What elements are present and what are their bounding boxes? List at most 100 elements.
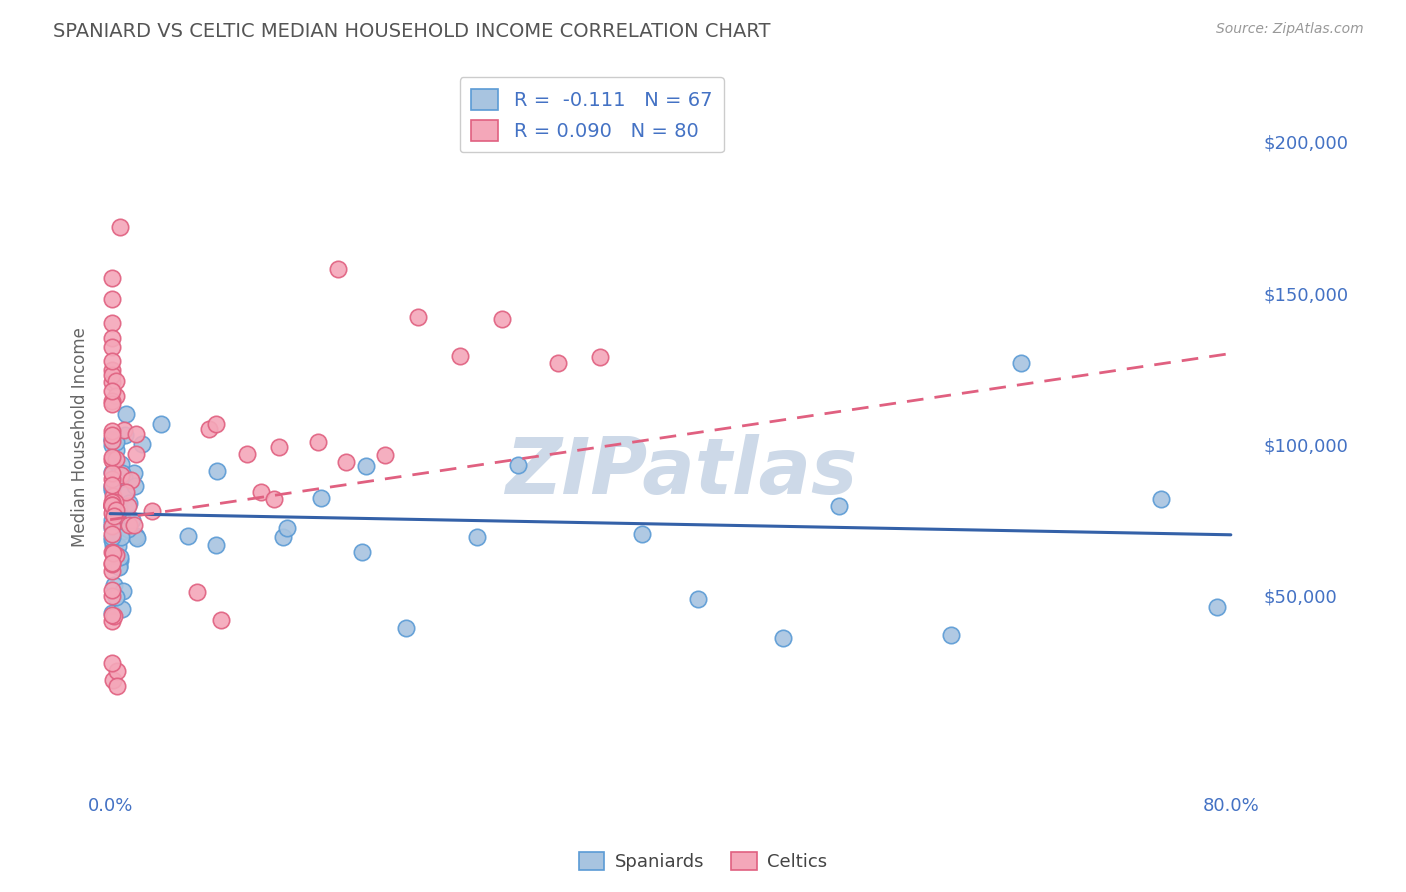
Point [114,428,136,442]
Point [125,447,148,461]
Point [108,549,131,564]
Point [100,582,122,597]
Point [101,489,124,503]
Point [276,521,298,535]
Point [307,435,329,450]
Point [631,527,654,541]
Point [100,614,122,628]
Point [100,606,122,620]
Point [350,545,373,559]
Point [111,601,134,615]
Point [205,464,228,478]
Point [100,589,122,603]
Point [236,447,259,461]
Y-axis label: Median Household Income: Median Household Income [72,326,89,547]
Point [100,331,122,345]
Text: SPANIARD VS CELTIC MEDIAN HOUSEHOLD INCOME CORRELATION CHART: SPANIARD VS CELTIC MEDIAN HOUSEHOLD INCO… [53,22,770,41]
Point [101,506,124,520]
Point [100,354,122,368]
Point [105,443,128,458]
Point [127,531,149,545]
Point [103,540,125,554]
Point [103,609,125,624]
Point [267,440,290,454]
Point [100,530,122,544]
Point [105,548,128,562]
Point [104,451,127,466]
Point [111,583,134,598]
Point [108,558,131,573]
Point [100,316,122,330]
Point [124,479,146,493]
Point [547,356,569,370]
Point [100,556,122,570]
Point [100,518,122,533]
Point [209,613,232,627]
Point [100,506,122,520]
Point [100,513,122,527]
Point [112,423,135,437]
Point [205,417,228,432]
Point [103,497,125,511]
Point [101,673,124,687]
Point [100,656,122,670]
Point [772,631,794,645]
Point [101,393,124,408]
Point [408,310,430,324]
Point [100,495,122,509]
Point [100,292,122,306]
Point [101,516,124,531]
Point [104,591,127,605]
Point [100,397,122,411]
Point [112,469,135,483]
Point [100,433,122,447]
Point [100,452,122,467]
Point [125,529,148,543]
Point [100,384,122,398]
Point [100,466,122,480]
Point [1205,600,1227,615]
Point [100,375,122,389]
Point [100,363,122,377]
Point [107,540,129,554]
Point [198,421,221,435]
Point [108,553,131,567]
Point [100,478,122,492]
Point [1150,491,1173,506]
Point [101,607,124,622]
Point [114,484,136,499]
Point [100,499,122,513]
Legend: R =  -0.111   N = 67, R = 0.090   N = 80: R = -0.111 N = 67, R = 0.090 N = 80 [460,77,724,153]
Point [110,457,132,471]
Point [101,538,124,552]
Point [688,591,710,606]
Text: ZIPatlas: ZIPatlas [505,434,858,510]
Point [589,351,612,365]
Point [101,506,124,520]
Point [105,664,128,678]
Point [105,435,128,450]
Point [105,679,128,693]
Point [100,428,122,442]
Point [100,483,122,497]
Point [115,487,138,501]
Point [100,499,122,513]
Point [449,349,471,363]
Point [103,578,125,592]
Point [176,529,198,543]
Text: Source: ZipAtlas.com: Source: ZipAtlas.com [1216,22,1364,37]
Point [108,467,131,481]
Point [104,495,127,509]
Point [108,219,131,234]
Point [111,466,134,480]
Point [111,524,134,538]
Point [263,491,285,506]
Point [328,261,350,276]
Point [131,437,153,451]
Point [110,529,132,543]
Point [335,455,357,469]
Point [100,450,122,464]
Point [118,496,141,510]
Point [100,437,122,451]
Point [125,426,148,441]
